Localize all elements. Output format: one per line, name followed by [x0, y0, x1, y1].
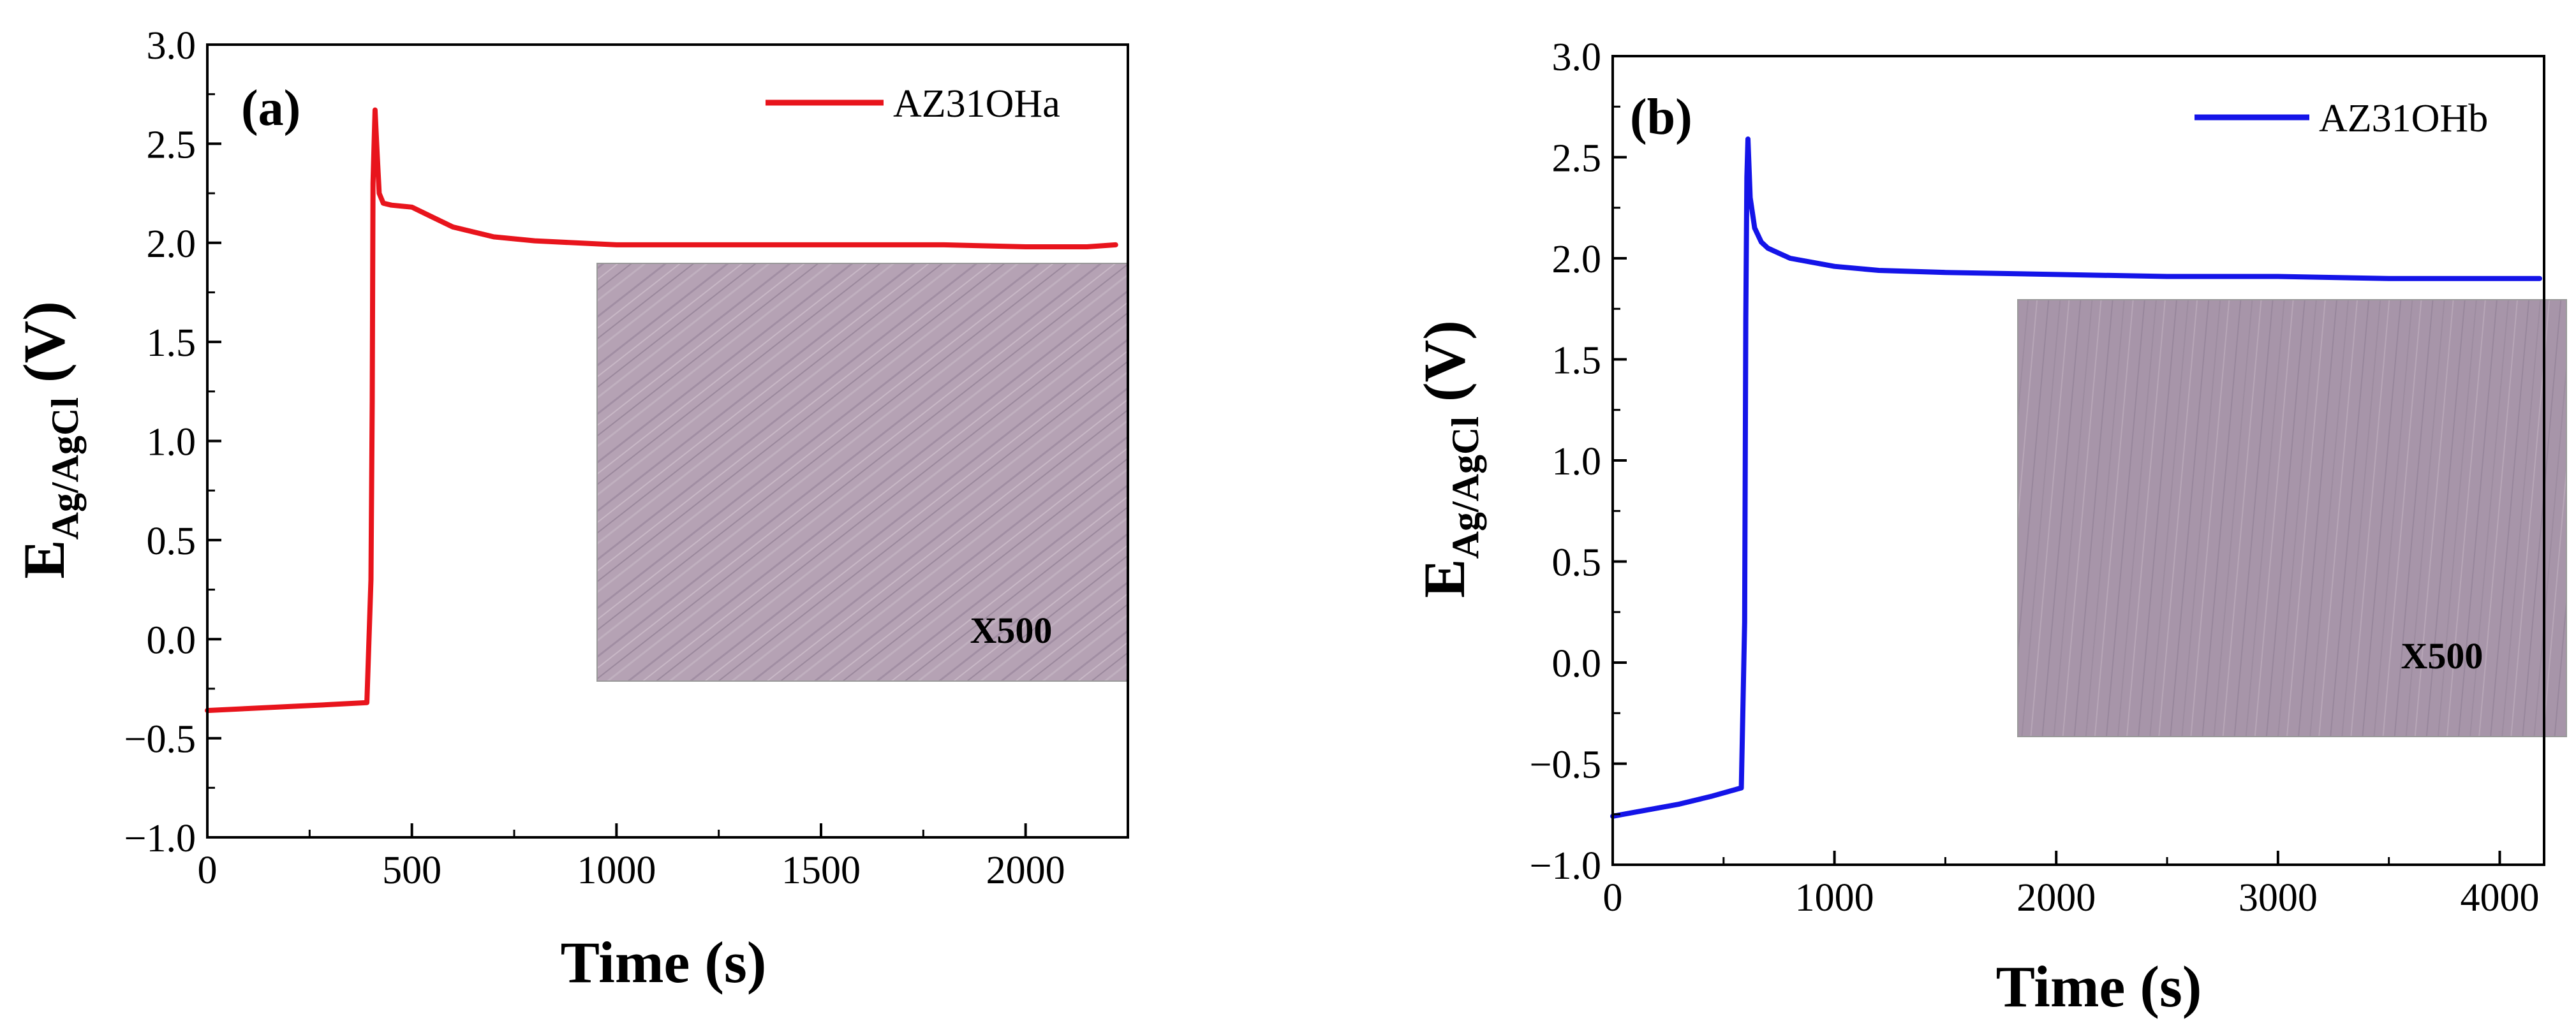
- plot-area-b: [1610, 136, 2542, 819]
- x-axis-title-b: Time (s): [1996, 954, 2202, 1019]
- y-axis-title-b: EAg/AgCl (V): [1412, 320, 1486, 598]
- y-axis-title-unit-b: (V): [1412, 320, 1477, 416]
- y-axis-title-main-b: E: [1412, 559, 1477, 598]
- inset-label-a: X500: [970, 610, 1053, 651]
- y-tick-label: 1.0: [1552, 440, 1602, 483]
- y-ticks-a: −1.0 −0.5 0.0 0.5 1.0 1.5 2.0 2.5 3.0: [124, 24, 221, 860]
- x-tick-label: 1000: [577, 849, 656, 892]
- y-tick-label: 2.5: [1552, 137, 1602, 180]
- y-tick-label: 1.0: [147, 421, 196, 464]
- legend-label-b: AZ31OHb: [2319, 97, 2488, 140]
- legend-label-a: AZ31OHa: [893, 82, 1060, 126]
- y-ticks-b: −1.0 −0.5 0.0 0.5 1.0 1.5 2.0 2.5 3.0: [1530, 36, 1627, 888]
- x-tick-label: 2000: [2017, 876, 2096, 920]
- series-line-AZ31OHb: [1610, 136, 2542, 819]
- inset-label-b: X500: [2401, 635, 2483, 677]
- y-tick-label: 2.5: [147, 123, 196, 166]
- y-tick-label: −1.0: [1530, 844, 1601, 888]
- y-tick-label: 0.5: [1552, 541, 1602, 585]
- y-tick-label: −0.5: [124, 718, 196, 761]
- y-axis-title-unit-a: (V): [11, 301, 77, 397]
- panel-label-b: (b): [1630, 89, 1692, 145]
- plot-area-a: [205, 107, 1118, 714]
- x-tick-label: 1500: [781, 849, 861, 892]
- panel-b: X500 −1.0 −0.5 0.0 0.5 1.0 1.5 2.0 2.5 3.0 0 1000…: [1412, 36, 2567, 1019]
- y-axis-title-main-a: E: [11, 540, 77, 578]
- x-ticks-a: 0 500 1000 1500 2000: [198, 823, 1129, 892]
- y-tick-label: −1.0: [124, 817, 196, 860]
- x-axis-title-a: Time (s): [561, 930, 767, 995]
- series-line-AZ31OHa: [205, 107, 1118, 714]
- inset-micrograph-b: [2017, 299, 2567, 737]
- y-tick-label: −0.5: [1530, 744, 1601, 787]
- inset-micrograph-a: [596, 263, 1128, 682]
- y-axis-title-sub-a: Ag/AgCl: [44, 397, 86, 540]
- x-tick-label: 4000: [2460, 876, 2539, 920]
- y-tick-label: 0.0: [147, 619, 196, 662]
- y-tick-label: 1.5: [147, 321, 196, 365]
- y-tick-label: 1.5: [1552, 339, 1602, 383]
- y-tick-label: 3.0: [147, 24, 196, 68]
- y-tick-label: 2.0: [147, 223, 196, 266]
- x-tick-label: 2000: [986, 849, 1065, 892]
- y-axis-title-sub-b: Ag/AgCl: [1444, 416, 1486, 559]
- x-tick-label: 1000: [1795, 876, 1874, 920]
- y-tick-label: 2.0: [1552, 238, 1602, 281]
- x-tick-label: 0: [1603, 876, 1623, 920]
- y-tick-label: 0.5: [147, 520, 196, 563]
- panel-label-a: (a): [241, 80, 300, 136]
- x-tick-label: 0: [198, 849, 218, 892]
- y-tick-label: 3.0: [1552, 36, 1602, 79]
- y-tick-label: 0.0: [1552, 642, 1602, 686]
- x-tick-label: 500: [382, 849, 441, 892]
- x-tick-label: 3000: [2239, 876, 2318, 920]
- y-axis-title-a: EAg/AgCl (V): [11, 301, 86, 578]
- panel-a: X500 −1.0 −0.5 0.0 0.5 1.0 1.5 2.0 2.5 3.0 0 500 1…: [11, 24, 1129, 995]
- x-ticks-b: 0 1000 2000 3000 4000: [1603, 851, 2539, 920]
